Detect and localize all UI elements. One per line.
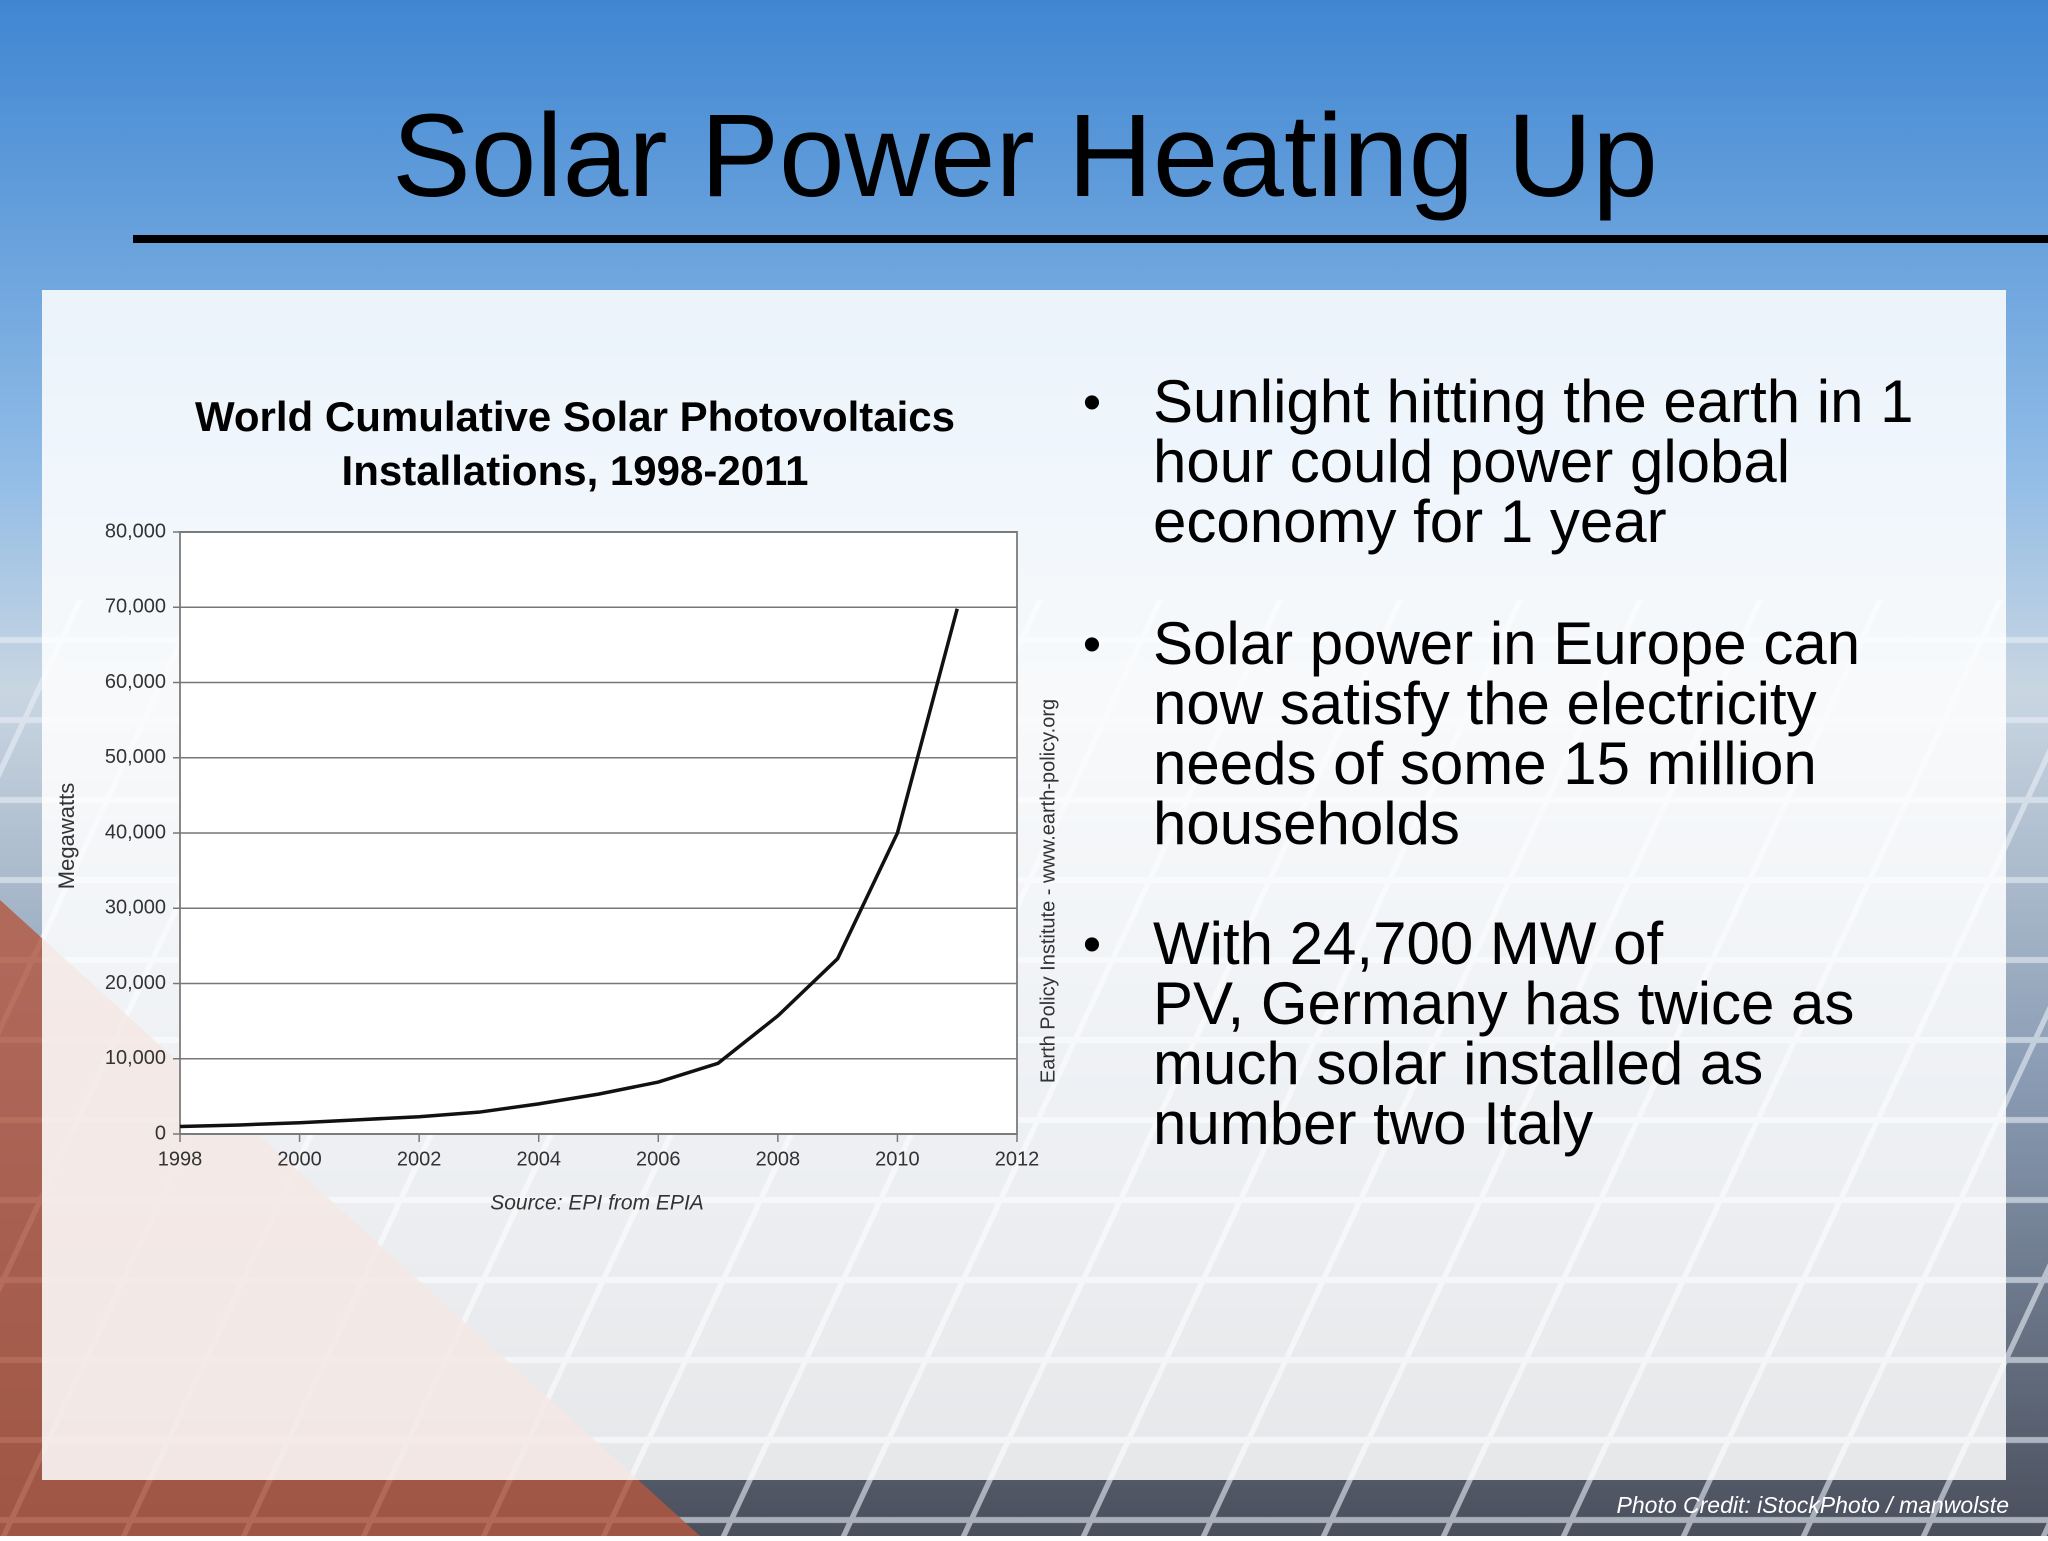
bullet-text: With 24,700 MW of — [1153, 910, 1664, 977]
x-tick-label: 2010 — [875, 1148, 920, 1170]
bullet-text: now satisfy the electricity — [1153, 670, 1817, 737]
y-axis-label: Megawatts — [54, 783, 79, 889]
photo-credit: Photo Credit: iStockPhoto / manwolste — [1617, 1492, 2009, 1518]
chart-source: Source: EPI from EPIA — [490, 1192, 704, 1215]
x-tick-label: 2008 — [756, 1148, 801, 1170]
bullet-text: economy for 1 year — [1153, 488, 1667, 555]
bullet-symbol: • — [1083, 916, 1101, 974]
chart-title: World Cumulative Solar Photovoltaics — [195, 393, 955, 440]
bullet-text: Solar power in Europe can — [1153, 610, 1860, 677]
x-tick-label: 1998 — [158, 1148, 203, 1170]
chart-title: Installations, 1998-2011 — [342, 447, 809, 494]
side-note: Earth Policy Institute - www.earth-polic… — [1037, 699, 1059, 1083]
bullet-symbol: • — [1083, 616, 1101, 674]
y-tick-label: 60,000 — [105, 671, 166, 693]
slide-title: Solar Power Heating Up — [392, 90, 1658, 222]
x-tick-label: 2006 — [636, 1148, 681, 1170]
y-tick-label: 30,000 — [105, 897, 166, 919]
y-tick-label: 20,000 — [105, 972, 166, 994]
title-rule — [133, 235, 2048, 243]
y-tick-label: 70,000 — [105, 596, 166, 618]
y-tick-label: 50,000 — [105, 746, 166, 768]
x-tick-label: 2004 — [516, 1148, 561, 1170]
bullet-text: households — [1153, 790, 1460, 857]
x-tick-label: 2000 — [277, 1148, 322, 1170]
x-tick-label: 2002 — [397, 1148, 442, 1170]
x-tick-label: 2012 — [995, 1148, 1040, 1170]
data-line — [179, 608, 959, 1129]
bullet-text: number two Italy — [1153, 1090, 1593, 1157]
bullet-text: needs of some 15 million — [1153, 730, 1817, 797]
y-tick-label: 10,000 — [105, 1047, 166, 1069]
bullet-text: much solar installed as — [1153, 1030, 1763, 1097]
bullet-text: hour could power global — [1153, 428, 1790, 495]
bullet-symbol: • — [1083, 374, 1101, 432]
bullet-text: PV, Germany has twice as — [1153, 970, 1854, 1037]
y-tick-label: 40,000 — [105, 821, 166, 843]
y-tick-label: 80,000 — [105, 520, 166, 542]
bullet-text: Sunlight hitting the earth in 1 — [1153, 368, 1914, 435]
y-tick-label: 0 — [155, 1122, 166, 1144]
